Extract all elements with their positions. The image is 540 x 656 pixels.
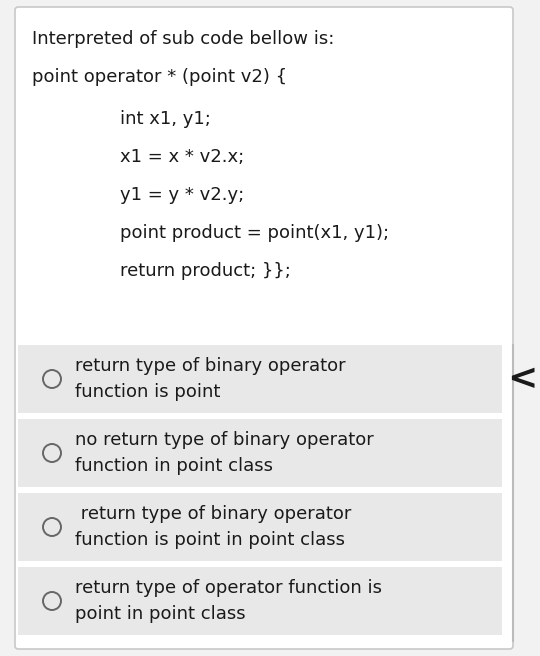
Text: return type of binary operator: return type of binary operator [75, 357, 346, 375]
Text: point product = point(x1, y1);: point product = point(x1, y1); [120, 224, 389, 242]
Text: no return type of binary operator: no return type of binary operator [75, 431, 374, 449]
Text: Interpreted of sub code bellow is:: Interpreted of sub code bellow is: [32, 30, 334, 48]
Text: <: < [507, 362, 537, 396]
Bar [18, 345, 502, 413]
Text: return type of binary operator: return type of binary operator [75, 505, 352, 523]
Bar [18, 419, 502, 487]
Bar [18, 567, 502, 635]
Text: point operator * (point v2) {: point operator * (point v2) { [32, 68, 287, 86]
Text: function is point: function is point [75, 383, 220, 401]
FancyBboxPatch shape [15, 7, 513, 649]
Text: return type of operator function is: return type of operator function is [75, 579, 382, 597]
Text: x1 = x * v2.x;: x1 = x * v2.x; [120, 148, 244, 166]
Text: int x1, y1;: int x1, y1; [120, 110, 211, 128]
Text: function is point in point class: function is point in point class [75, 531, 345, 549]
Text: function in point class: function in point class [75, 457, 273, 475]
Text: return product; }};: return product; }}; [120, 262, 291, 280]
Bar [18, 493, 502, 561]
Text: point in point class: point in point class [75, 605, 246, 623]
Text: y1 = y * v2.y;: y1 = y * v2.y; [120, 186, 244, 204]
